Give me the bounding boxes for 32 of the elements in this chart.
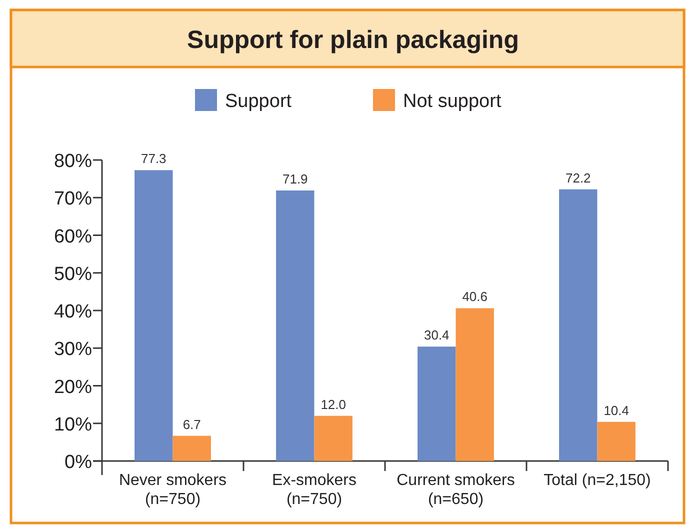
data-label: 71.9	[282, 171, 308, 186]
data-label: 77.3	[140, 151, 166, 166]
y-tick-label: 50%	[54, 264, 92, 285]
bar	[456, 308, 494, 461]
data-label: 6.7	[182, 416, 201, 432]
y-tick-label: 40%	[54, 302, 92, 322]
bar	[314, 416, 352, 461]
bar	[134, 170, 173, 461]
y-tick-label: 80%	[54, 151, 92, 172]
data-label: 10.4	[604, 402, 630, 418]
y-tick-label: 70%	[54, 188, 92, 210]
legend-label: Not support	[403, 91, 502, 112]
x-tick-label: Total (n=2,150)	[544, 472, 651, 489]
y-tick-label: 0%	[64, 452, 92, 473]
legend-label: Support	[225, 91, 292, 112]
data-label: 30.4	[424, 328, 450, 343]
bar	[418, 346, 456, 461]
data-label: 40.6	[462, 289, 488, 304]
x-tick-label: Ex-smokers (n=750)	[272, 472, 356, 508]
data-label: 12.0	[320, 396, 346, 412]
data-label: 72.2	[565, 170, 591, 186]
y-tick-label: 60%	[54, 226, 92, 248]
bar	[597, 422, 636, 461]
x-tick-label: Current smokers (n=650)	[396, 472, 515, 508]
y-tick-label: 10%	[54, 414, 92, 436]
bar	[276, 190, 314, 461]
chart-title: Support for plain packaging	[187, 26, 519, 54]
bar	[172, 436, 211, 461]
y-tick-label: 20%	[54, 376, 92, 398]
y-tick-label: 30%	[54, 339, 92, 360]
bar	[559, 189, 598, 461]
x-tick-label: Never smokers (n=750)	[118, 472, 227, 508]
